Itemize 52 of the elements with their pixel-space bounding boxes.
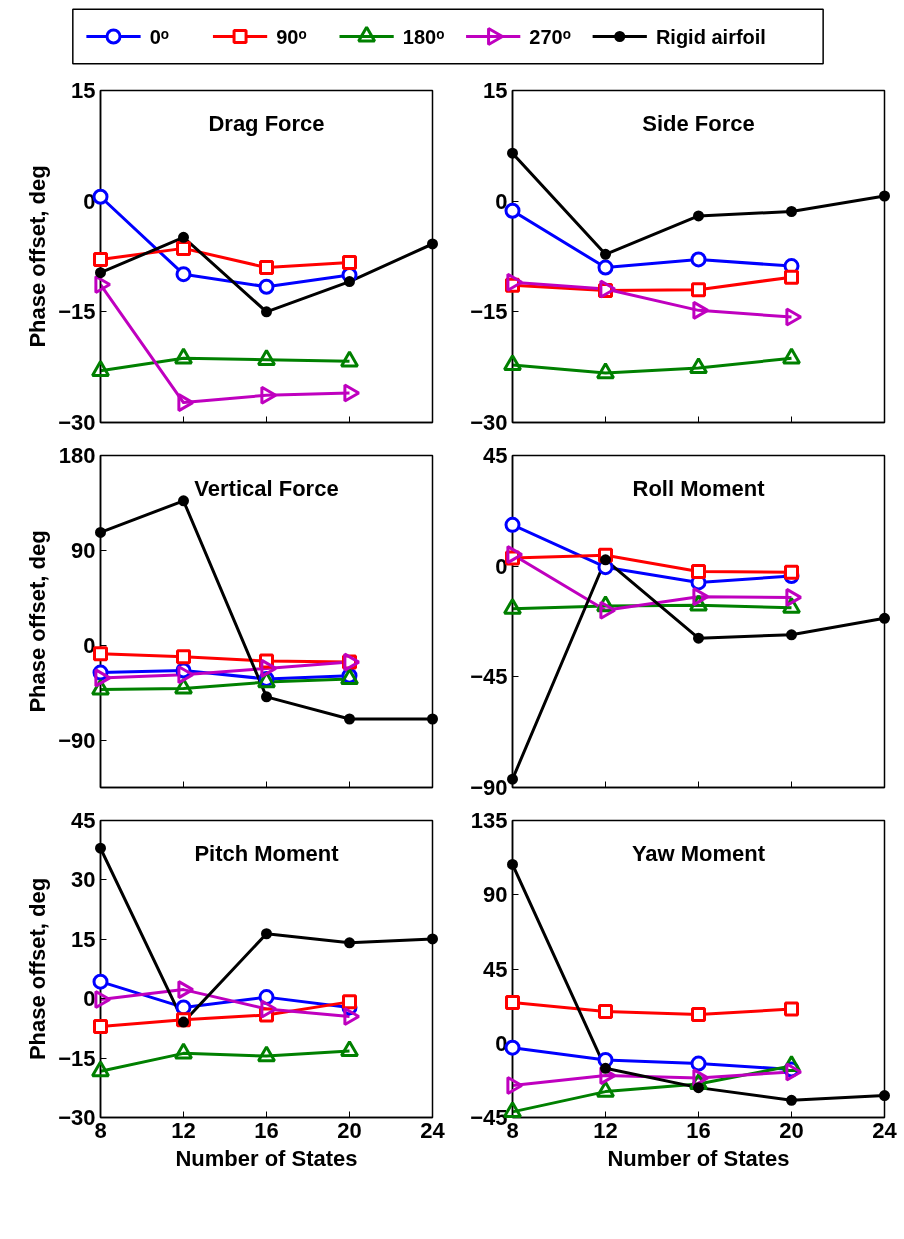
y-tick-label: 15 <box>71 78 96 103</box>
y-tick-label: −30 <box>58 1105 96 1130</box>
y-tick-label: 45 <box>71 808 96 833</box>
x-axis-title: Number of States <box>607 1145 790 1171</box>
x-axis-title: Number of States <box>175 1145 358 1171</box>
y-tick-label: 135 <box>470 808 508 833</box>
y-tick-label: −15 <box>470 299 508 325</box>
y-tick-label: −45 <box>470 664 508 690</box>
text: Roll Moment <box>632 475 766 501</box>
y-tick-label: 15 <box>483 78 508 103</box>
x-tick-label: 12 <box>593 1117 618 1143</box>
y-tick-label: 0 <box>495 188 508 214</box>
x-tick-label: 16 <box>686 1117 711 1143</box>
x-tick-label: 20 <box>337 1117 362 1143</box>
y-tick-label: −90 <box>470 775 508 800</box>
text: Vertical Force <box>194 475 339 501</box>
y-axis-title: Phase offset, deg <box>25 877 51 1061</box>
y-tick-label: 90 <box>483 882 508 908</box>
legend-label: 180ᵒ <box>402 25 445 48</box>
y-tick-label: −45 <box>470 1105 508 1130</box>
y-tick-label: 30 <box>71 867 96 893</box>
x-tick-label: 12 <box>171 1117 196 1143</box>
text: Drag Force <box>208 110 325 136</box>
legend-label: 0ᵒ <box>149 25 169 48</box>
legend-label: 270ᵒ <box>529 25 571 48</box>
y-tick-label: 45 <box>483 956 508 982</box>
y-tick-label: 0 <box>495 1030 508 1056</box>
x-tick-label: 8 <box>94 1117 107 1143</box>
text: Pitch Moment <box>194 840 340 866</box>
y-axis-title: Phase offset, deg <box>25 530 51 713</box>
y-tick-label: 0 <box>495 553 508 579</box>
text: Yaw Moment <box>631 840 766 866</box>
x-tick-label: 8 <box>506 1117 519 1143</box>
y-tick-label: −15 <box>58 299 96 325</box>
x-tick-label: 16 <box>254 1117 279 1143</box>
y-tick-label: 90 <box>71 537 96 563</box>
x-tick-label: 24 <box>420 1117 446 1143</box>
y-axis-title: Phase offset, deg <box>25 165 51 348</box>
y-tick-label: 0 <box>83 188 96 214</box>
y-tick-label: 45 <box>483 443 508 468</box>
x-tick-label: 20 <box>779 1117 804 1143</box>
y-tick-label: −15 <box>58 1045 96 1071</box>
y-tick-label: −30 <box>58 410 96 435</box>
y-tick-label: 0 <box>83 632 96 658</box>
y-tick-label: −30 <box>470 410 508 435</box>
y-tick-label: 180 <box>58 443 96 468</box>
legend-label: 90ᵒ <box>276 25 307 48</box>
y-tick-label: 15 <box>71 926 96 952</box>
x-tick-label: 24 <box>872 1117 898 1143</box>
y-tick-label: −90 <box>58 727 96 753</box>
text: Side Force <box>642 110 755 136</box>
legend-label: Rigid airfoil <box>655 25 766 48</box>
